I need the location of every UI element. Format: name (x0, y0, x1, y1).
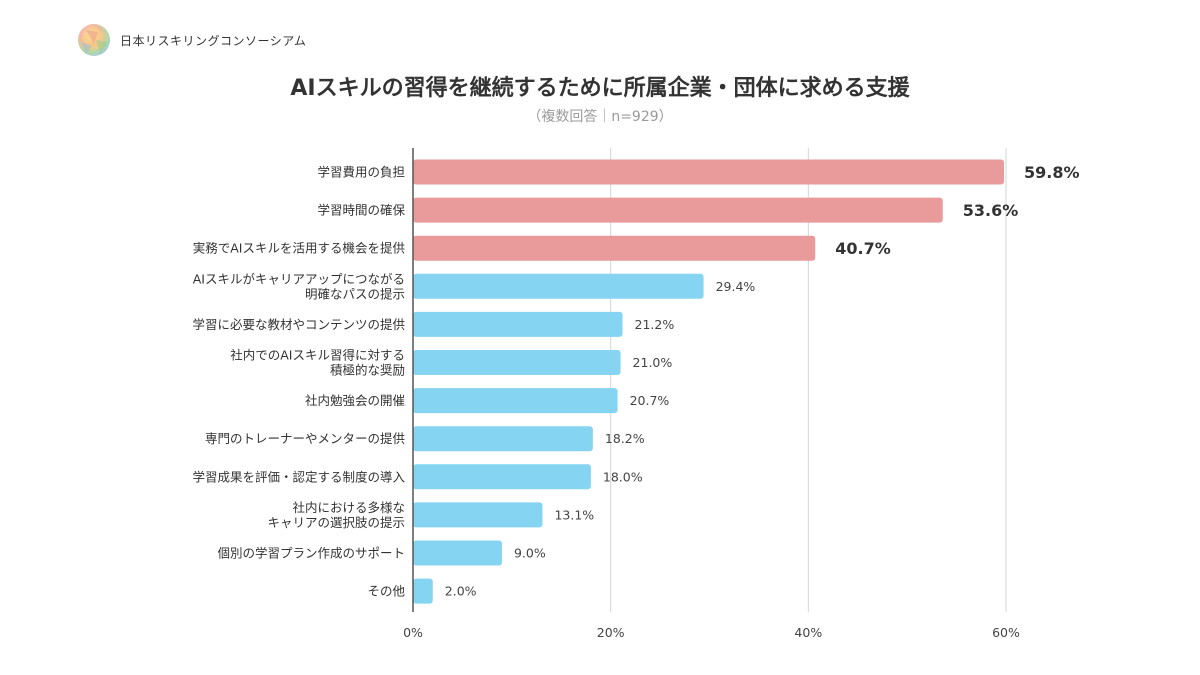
x-tick-label: 20% (597, 625, 625, 640)
category-label: 学習時間の確保 (317, 203, 405, 218)
category-label: 専門のトレーナーやメンターの提供 (205, 431, 405, 446)
brand: 日本リスキリングコンソーシアム (76, 22, 306, 58)
category-label: AIスキルがキャリアアップにつながる (193, 271, 405, 286)
value-label: 29.4% (716, 279, 756, 294)
x-tick-label: 60% (992, 625, 1020, 640)
bar (413, 578, 433, 604)
bar (413, 502, 543, 528)
category-label: 学習費用の負担 (317, 165, 405, 180)
chart-subtitle: （複数回答｜n=929） (527, 109, 673, 125)
brand-name: 日本リスキリングコンソーシアム (120, 33, 307, 48)
bar (413, 350, 621, 375)
bar (413, 159, 1005, 185)
chart-title: AIスキルの習得を継続するために所属企業・団体に求める支援 (290, 76, 910, 101)
category-label: 実務でAIスキルを活用する機会を提供 (193, 241, 405, 256)
bar (413, 273, 704, 299)
bar (413, 388, 618, 414)
value-label: 53.6% (963, 201, 1019, 220)
value-label: 20.7% (630, 393, 670, 408)
brand-logo-icon (78, 24, 110, 56)
value-label: 18.2% (605, 431, 645, 446)
value-label: 21.0% (633, 355, 673, 370)
value-label: 40.7% (835, 239, 891, 258)
x-tick-label: 0% (403, 625, 423, 640)
value-label: 9.0% (514, 546, 546, 561)
value-label: 13.1% (554, 507, 594, 522)
value-label: 21.2% (635, 317, 675, 332)
bar (413, 540, 502, 566)
category-label: キャリアの選択肢の提示 (267, 515, 405, 530)
bar (413, 464, 591, 490)
value-label: 59.8% (1024, 163, 1080, 182)
category-label: 明確なパスの提示 (305, 286, 405, 301)
category-label: 個別の学習プラン作成のサポート (217, 546, 405, 561)
category-label: 積極的な奨励 (330, 363, 405, 378)
value-label: 18.0% (603, 469, 643, 484)
category-label: その他 (367, 584, 405, 599)
bar (413, 311, 623, 337)
category-label: 社内勉強会の開催 (305, 393, 405, 408)
bar (413, 197, 943, 223)
category-label: 社内でのAIスキル習得に対する (230, 348, 405, 363)
category-label: 学習に必要な教材やコンテンツの提供 (192, 317, 405, 332)
value-label: 2.0% (445, 584, 477, 599)
bar (413, 235, 816, 261)
category-label: 社内における多様な (292, 500, 405, 515)
x-tick-label: 40% (794, 625, 822, 640)
bar (413, 426, 593, 452)
category-label: 学習成果を評価・認定する制度の導入 (192, 469, 405, 484)
